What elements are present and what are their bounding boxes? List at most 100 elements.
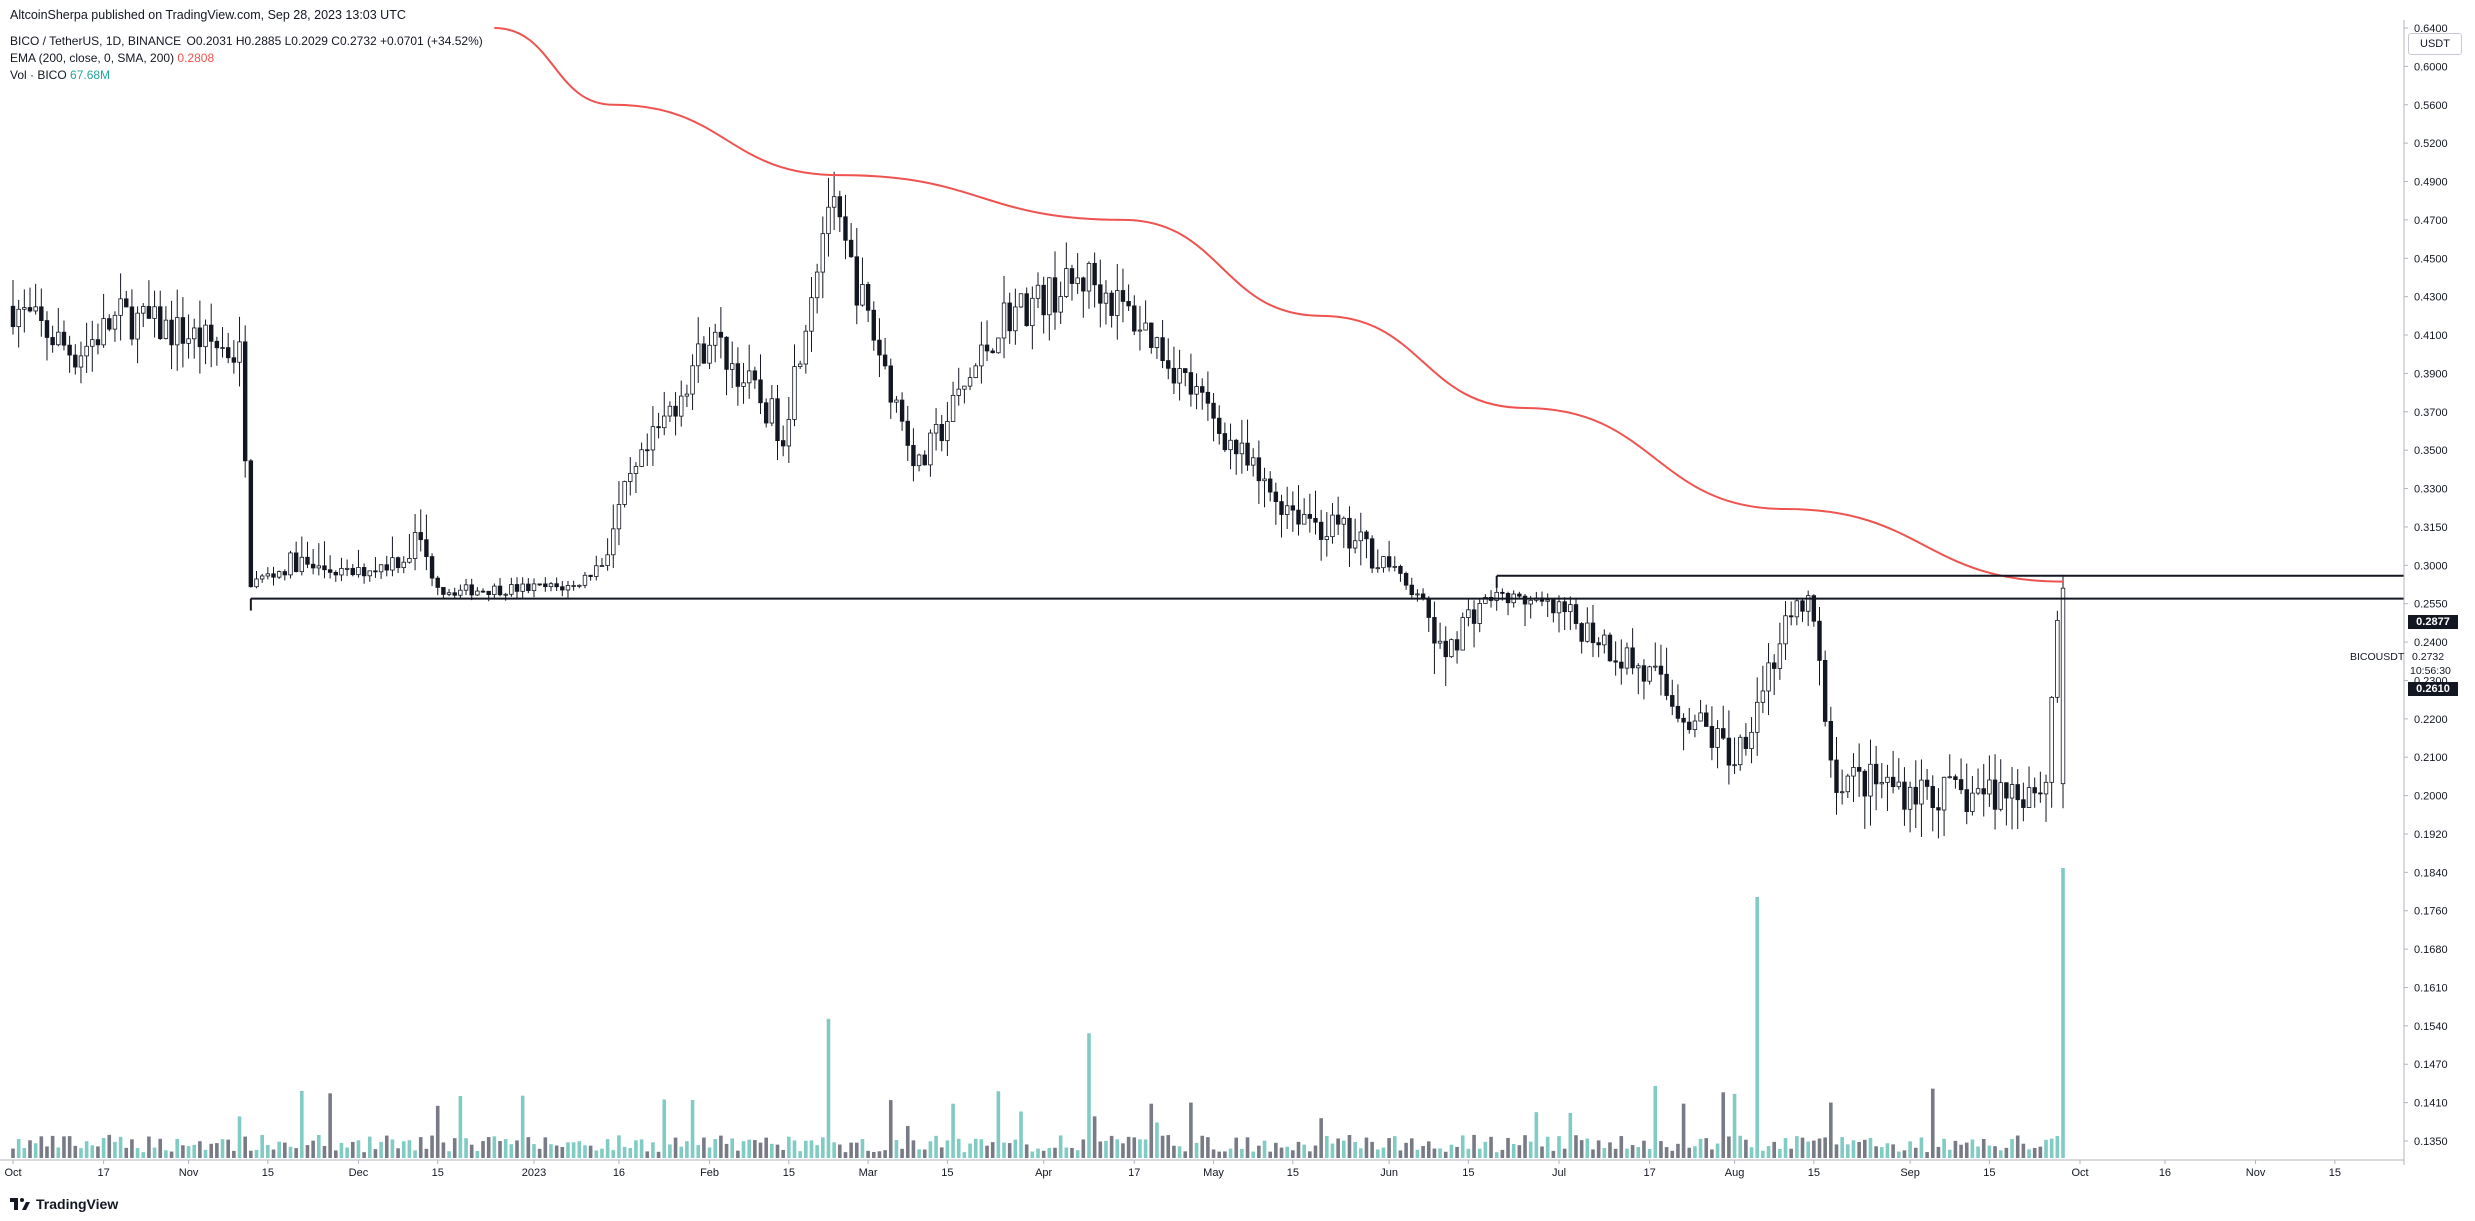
volume-bar — [515, 1140, 519, 1158]
candle-body — [1409, 584, 1414, 596]
candle-body — [531, 583, 537, 592]
candle-body — [1805, 595, 1811, 612]
price-tick-label: 0.3000 — [2414, 560, 2448, 572]
candle-body — [1296, 509, 1301, 525]
candle-body — [22, 307, 27, 310]
volume-bar — [509, 1144, 514, 1158]
price-tick-label: 0.1680 — [2414, 944, 2448, 956]
candle-body — [701, 343, 707, 364]
volume-bar — [2004, 1147, 2009, 1158]
candle-body — [373, 570, 378, 573]
tradingview-branding[interactable]: TradingView — [10, 1196, 118, 1212]
candle-body — [401, 561, 406, 569]
volume-bar — [781, 1149, 785, 1158]
candle-body — [384, 564, 389, 571]
volume-bar — [1981, 1138, 1986, 1158]
candle-body — [854, 256, 859, 306]
volume-bar — [1506, 1137, 1510, 1158]
candle-body — [1964, 789, 1969, 812]
volume-bar — [826, 1018, 831, 1158]
volume-bar — [322, 1145, 327, 1158]
candle-body — [1267, 478, 1273, 493]
volume-bar — [702, 1137, 706, 1158]
volume-bar — [1398, 1150, 1403, 1158]
volume-bar — [1738, 1135, 1743, 1158]
volume-bar — [435, 1105, 440, 1158]
volume-bar — [1092, 1116, 1097, 1158]
candle-body — [831, 196, 837, 208]
volume-bar — [1138, 1139, 1142, 1158]
candle-body — [1075, 277, 1080, 284]
candle-body — [435, 577, 440, 588]
candle-body — [1947, 776, 1952, 779]
volume-bar — [1189, 1102, 1193, 1158]
candle-body — [101, 318, 106, 346]
candle-body — [792, 366, 797, 420]
volume-bar — [736, 1150, 740, 1158]
volume-bar — [1460, 1135, 1465, 1158]
price-tick-label: 0.3500 — [2414, 445, 2448, 457]
candle-body — [44, 320, 50, 338]
volume-bar — [1823, 1137, 1827, 1158]
volume-bar — [815, 1145, 819, 1158]
candle-body — [1188, 372, 1194, 395]
price-tick-label: 0.2100 — [2414, 752, 2448, 764]
candle-body — [1687, 721, 1692, 730]
candle-body — [248, 460, 254, 588]
candle-body — [735, 363, 741, 387]
volume-bar — [2032, 1147, 2037, 1158]
candle-body — [1936, 807, 1941, 811]
horizontal-levels — [249, 574, 2404, 611]
volume-bar — [1342, 1140, 1346, 1158]
volume-bar — [747, 1139, 751, 1158]
volume-bar — [787, 1136, 791, 1158]
candle-body — [78, 355, 84, 368]
symbol-legend[interactable]: BICO / TetherUS, 1D, BINANCE O0.2031 H0.… — [10, 34, 483, 48]
candle-body — [333, 571, 338, 576]
volume-bar — [294, 1148, 298, 1158]
candle-body — [911, 444, 916, 467]
ema-legend[interactable]: EMA (200, close, 0, SMA, 200) 0.2808 — [10, 51, 214, 65]
volume-bar — [532, 1144, 536, 1158]
candle-body — [1698, 712, 1703, 722]
candle-body — [90, 339, 95, 347]
volume-bar — [1466, 1148, 1471, 1158]
published-line: AltcoinSherpa published on TradingView.c… — [10, 8, 406, 22]
currency-unit-button[interactable]: USDT — [2408, 33, 2462, 55]
volume-bar — [390, 1139, 395, 1158]
candle-body — [662, 415, 667, 429]
candle-body — [61, 331, 67, 346]
candle-body — [939, 423, 944, 442]
candle-body — [33, 306, 38, 312]
candle-body — [299, 556, 305, 573]
volume-bar — [1325, 1135, 1329, 1158]
volume-legend[interactable]: Vol · BICO 67.68M — [10, 68, 110, 82]
volume-bar — [956, 1138, 961, 1158]
volume-bar — [1846, 1144, 1850, 1158]
volume-bar — [1438, 1148, 1442, 1158]
volume-bar — [2061, 868, 2065, 1158]
volume-bar — [1591, 1149, 1595, 1158]
candle-body — [1052, 277, 1058, 313]
volume-bar — [220, 1139, 225, 1158]
candle-body — [1602, 634, 1607, 646]
time-axis[interactable]: Oct 17 Nov 15 Dec 15 2023 16 Feb 15 Mar 15 Apr 17 May 1… — [4, 1160, 2341, 1179]
candle-body — [1098, 284, 1103, 304]
volume-bar — [84, 1141, 89, 1158]
candle-body — [1228, 439, 1233, 451]
time-tick-label: 17 — [97, 1167, 109, 1179]
candle-body — [905, 420, 910, 446]
volume-bar — [1528, 1141, 1533, 1158]
volume-bar — [1053, 1147, 1057, 1158]
volume-bar — [498, 1141, 502, 1158]
price-axis[interactable]: 0.1350 0.1410 0.1470 0.1540 0.1610 0.1680 0.17… — [2404, 23, 2448, 1148]
candle-body — [237, 341, 242, 363]
candle-body — [1658, 665, 1664, 675]
volume-bar — [39, 1136, 44, 1158]
support-price-tag: 0.2610 — [2408, 682, 2458, 696]
volume-bar — [1545, 1136, 1550, 1158]
candle-body — [809, 297, 814, 332]
volume-bar — [1251, 1151, 1255, 1158]
candle-body — [1681, 717, 1686, 723]
